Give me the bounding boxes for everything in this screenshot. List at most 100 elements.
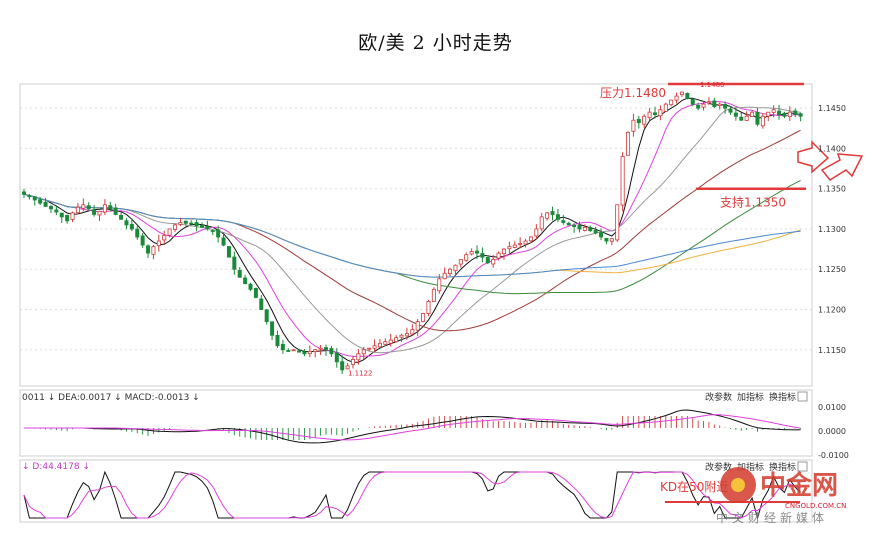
candle-body — [194, 222, 199, 227]
y-tick-label: 1.1450 — [818, 104, 846, 113]
candle-body — [270, 321, 275, 336]
candle-body — [286, 350, 291, 352]
candle-body — [545, 212, 550, 219]
candle-body — [173, 224, 178, 230]
candle-body — [167, 228, 172, 236]
candle-body — [431, 288, 436, 302]
candle-body — [383, 341, 388, 345]
candle-body — [156, 240, 161, 246]
candle-body — [329, 348, 334, 355]
candle-body — [21, 191, 26, 195]
candle-body — [528, 236, 533, 242]
candle-body — [43, 201, 48, 207]
candle-body — [135, 228, 140, 238]
candle-body — [221, 237, 226, 246]
chart-title: 欧/美 2 小时走势 — [358, 32, 513, 54]
candle-body — [685, 93, 690, 99]
macd-button-0[interactable]: 改参数 — [705, 391, 732, 403]
candle-body — [712, 100, 717, 107]
candle-body — [70, 212, 75, 220]
candle-body — [663, 103, 668, 112]
candle-body — [421, 313, 426, 322]
annotations: 压力1.1480 1.1480 支持1.1350 1.1122 — [348, 81, 864, 377]
candle-body — [437, 278, 442, 292]
candle-body — [102, 204, 107, 213]
watermark-tagline: 中文财经新媒体 — [716, 510, 828, 525]
support-label: 支持1.1350 — [720, 195, 786, 210]
candle-body — [377, 342, 382, 348]
candle-body — [291, 349, 296, 352]
macd-button-1[interactable]: 加指标 — [737, 391, 764, 403]
candle-body — [728, 109, 733, 113]
candle-body — [491, 259, 496, 265]
kd-header: ↓ D:44.4178 ↓ — [22, 462, 90, 472]
candle-body — [647, 111, 652, 119]
candle-body — [739, 116, 744, 121]
candle-body — [32, 196, 37, 201]
candle-body — [696, 105, 701, 109]
y-tick-label: 1.1350 — [818, 185, 846, 194]
candle-body — [388, 339, 393, 344]
y-tick-label: 1.1400 — [818, 144, 846, 153]
watermark-site: CNGOLD.COM.CN — [785, 502, 846, 510]
candle-body — [485, 257, 490, 264]
candle-body — [59, 212, 64, 218]
kd-close-icon[interactable] — [797, 461, 808, 472]
ma-mid-line — [23, 101, 801, 357]
candle-body — [588, 227, 593, 231]
candle-body — [636, 119, 641, 124]
candle-body — [394, 337, 399, 342]
candle-body — [119, 214, 124, 220]
candle-body — [151, 246, 156, 255]
candle-body — [237, 269, 242, 278]
low-marker: 1.1122 — [348, 369, 373, 377]
candle-body — [302, 351, 307, 355]
candle-body — [458, 259, 463, 265]
candle-body — [232, 256, 237, 270]
moving-averages — [23, 97, 801, 363]
macd-close-icon[interactable] — [797, 391, 808, 402]
macd-button-2[interactable]: 换指标 — [769, 391, 796, 403]
candlestick-series — [21, 91, 803, 374]
candle-body — [243, 277, 248, 285]
candle-body — [65, 214, 70, 222]
candle-body — [750, 111, 755, 117]
candle-body — [54, 209, 59, 213]
candle-body — [480, 253, 485, 258]
candle-body — [652, 112, 657, 116]
candle-body — [566, 222, 571, 226]
candle-body — [108, 205, 113, 210]
candle-body — [555, 214, 560, 220]
candle-body — [199, 225, 204, 228]
candle-body — [113, 207, 118, 215]
kd-button-2[interactable]: 换指标 — [769, 461, 796, 473]
candle-body — [140, 235, 145, 246]
candle-body — [307, 350, 312, 355]
candle-body — [253, 288, 258, 298]
macd-panel-frame — [19, 389, 813, 457]
candle-body — [701, 103, 706, 108]
candle-body — [539, 216, 544, 230]
candle-body — [280, 343, 285, 351]
candle-body — [324, 347, 329, 351]
candle-body — [658, 109, 663, 117]
ma-blue-line — [23, 193, 801, 278]
candle-body — [669, 99, 674, 106]
ma-slow-line — [23, 106, 801, 354]
candle-body — [626, 131, 631, 156]
candle-body — [518, 243, 523, 245]
resistance-label: 压力1.1480 — [600, 86, 666, 100]
candle-body — [453, 264, 458, 272]
candle-body — [631, 119, 636, 132]
candle-body — [760, 115, 765, 127]
candle-body — [92, 209, 97, 215]
kd-button-0[interactable]: 改参数 — [705, 461, 732, 473]
candle-body — [475, 250, 480, 254]
kd-d-line — [23, 471, 801, 519]
candle-body — [442, 272, 447, 280]
candle-body — [264, 309, 269, 322]
kd-k-line — [23, 470, 801, 520]
candle-body — [733, 112, 738, 117]
ma-orange-line — [23, 193, 801, 278]
